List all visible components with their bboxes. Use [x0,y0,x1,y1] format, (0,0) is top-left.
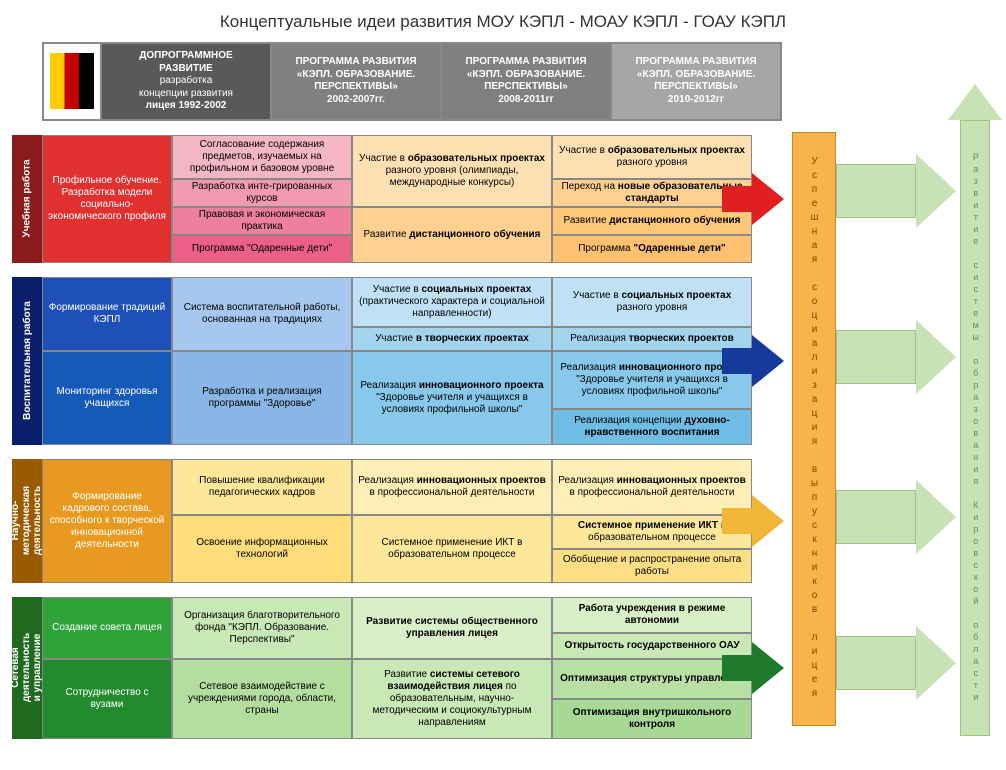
cell: Создание совета лицея [42,597,172,659]
cell: Реализация инновационного проекта "Здоро… [352,351,552,445]
side-science: Научно-методическая деятельность [12,459,42,583]
desc-science: Формирование кадрового состава, способно… [42,459,172,583]
side-edu: Воспитательная работа [12,277,42,445]
sci-c2: Реализация инновационных проектов в проф… [352,459,552,583]
orange-text: Успешная социализация выпускников лицея [806,156,822,702]
cell: Программа "Одаренные дети" [552,235,752,263]
study-c2: Участие в образовательных проектах разно… [352,135,552,263]
cell: Работа учреждения в режиме автономии [552,597,752,633]
cell: Реализация концепции духовно-нравственно… [552,409,752,445]
cell: Организация благотворительного фонда "КЭ… [172,597,352,659]
cell: Формирование традиций КЭПЛ [42,277,172,351]
cell: Согласование содержания предметов, изуча… [172,135,352,179]
logo-icon [50,53,94,109]
cell: Оптимизация внутришкольного контроля [552,699,752,739]
cell: Участие в социальных проектах разного ур… [552,277,752,327]
header-program-2002: ПРОГРАММА РАЗВИТИЯ «КЭПЛ. ОБРАЗОВАНИЕ. П… [272,42,442,121]
side-network: Сетевая деятельность и управление [12,597,42,739]
logo [42,42,102,121]
cell: Участие в социальных проектах (практичес… [352,277,552,327]
header-program-2010: ПРОГРАММА РАЗВИТИЯ «КЭПЛ. ОБРАЗОВАНИЕ. П… [612,42,782,121]
page: Концептуальные идеи развития МОУ КЭПЛ - … [0,0,1006,761]
page-title: Концептуальные идеи развития МОУ КЭПЛ - … [12,12,994,32]
cell: Разработка и реализация программы "Здоро… [172,351,352,445]
cell: Правовая и экономическая практика [172,207,352,235]
cell: Обобщение и распространение опыта работы [552,549,752,583]
vertical-orange-column: Успешная социализация выпускников лицея [792,132,836,726]
desc-study: Профильное обучение. Разработка модели с… [42,135,172,263]
cell: Реализация инновационных проектов в проф… [352,459,552,515]
net-c2: Развитие системы общественного управлени… [352,597,552,739]
arrow-red [752,173,784,225]
cell: Система воспитательной работы, основанна… [172,277,352,351]
cell: Участие в образовательных проектах разно… [552,135,752,179]
far-right-arrowhead [948,84,1002,120]
net-c1: Организация благотворительного фонда "КЭ… [172,597,352,739]
cell: Реализация инновационных проектов в проф… [552,459,752,515]
header-program-2008: ПРОГРАММА РАЗВИТИЯ «КЭПЛ. ОБРАЗОВАНИЕ. П… [442,42,612,121]
cell: Повышение квалификации педагогических ка… [172,459,352,515]
far-right-column: Развитие системы образования Кировской о… [960,120,990,736]
sci-c1: Повышение квалификации педагогических ка… [172,459,352,583]
desc-study-cell: Профильное обучение. Разработка модели с… [42,135,172,263]
cell: Сотрудничество с вузами [42,659,172,739]
desc-edu: Формирование традиций КЭПЛ Мониторинг зд… [42,277,172,445]
arrow-orange [752,495,784,547]
cell: Сетевое взаимодействие с учреждениями го… [172,659,352,739]
cell: Участие в творческих проектах [352,327,552,351]
cell: Формирование кадрового состава, способно… [42,459,172,583]
header-preprogram: ДОПРОГРАММНОЕ РАЗВИТИЕ разработка концеп… [102,42,272,121]
cell: Программа "Одаренные дети" [172,235,352,263]
cell: Развитие дистанционного обучения [352,207,552,263]
side-study: Учебная работа [12,135,42,263]
cell: Развитие системы общественного управлени… [352,597,552,659]
cell: Освоение информационных технологий [172,515,352,583]
arrow-green [752,642,784,694]
cell: Мониторинг здоровья учащихся [42,351,172,445]
arrow-blue [752,335,784,387]
study-c1: Согласование содержания предметов, изуча… [172,135,352,263]
cell: Развитие системы сетевого взаимодействия… [352,659,552,739]
cell: Системное применение ИКТ в образовательн… [352,515,552,583]
far-right-text: Развитие системы образования Кировской о… [968,152,982,704]
cell: Участие в образовательных проектах разно… [352,135,552,207]
edu-c2: Участие в социальных проектах (практичес… [352,277,552,445]
desc-network: Создание совета лицея Сотрудничество с в… [42,597,172,739]
edu-c1: Система воспитательной работы, основанна… [172,277,352,445]
cell: Разработка инте-грированных курсов [172,179,352,207]
header-row: ДОПРОГРАММНОЕ РАЗВИТИЕ разработка концеп… [42,42,782,121]
